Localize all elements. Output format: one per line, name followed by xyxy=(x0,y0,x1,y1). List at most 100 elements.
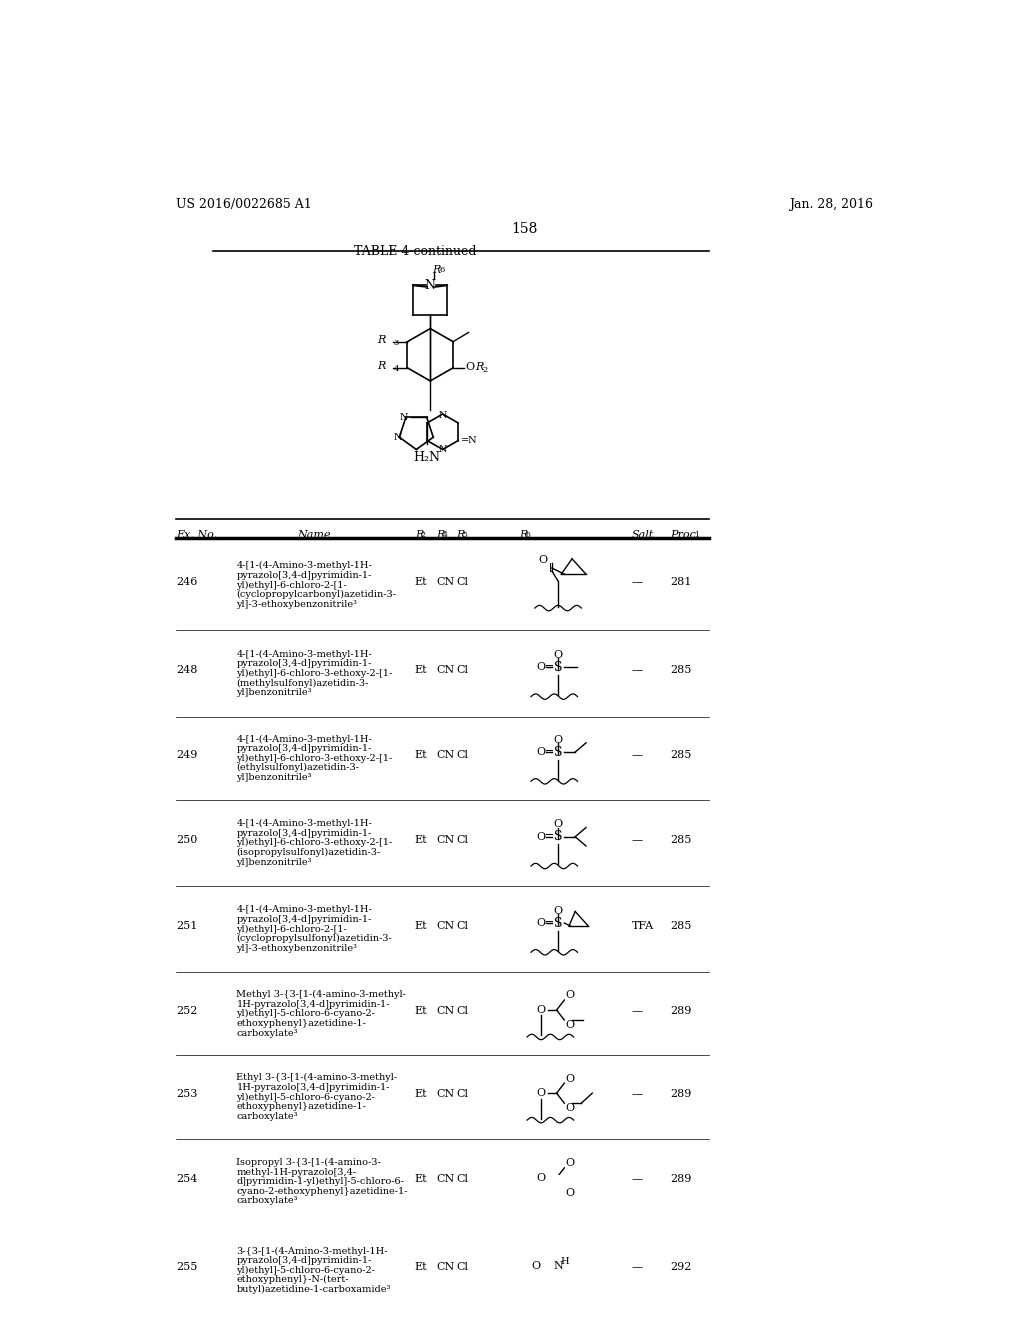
Text: 5: 5 xyxy=(463,531,468,539)
Text: 289: 289 xyxy=(671,1006,692,1016)
Text: Cl: Cl xyxy=(457,1262,469,1272)
Text: O: O xyxy=(537,747,546,758)
Text: butyl)azetidine-1-carboxamide³: butyl)azetidine-1-carboxamide³ xyxy=(237,1284,391,1294)
Text: N: N xyxy=(393,433,402,442)
Text: R: R xyxy=(378,362,386,371)
Text: S: S xyxy=(554,746,562,759)
Text: TFA: TFA xyxy=(632,921,654,931)
Text: yl)ethyl]-6-chloro-2-[1-: yl)ethyl]-6-chloro-2-[1- xyxy=(237,581,347,590)
Text: 4-[1-(4-Amino-3-methyl-1H-: 4-[1-(4-Amino-3-methyl-1H- xyxy=(237,906,373,915)
Text: carboxylate³: carboxylate³ xyxy=(237,1111,298,1121)
Text: CN: CN xyxy=(436,834,455,845)
Text: yl]-3-ethoxybenzonitrile³: yl]-3-ethoxybenzonitrile³ xyxy=(237,599,357,609)
Text: —: — xyxy=(632,1262,643,1272)
Text: O: O xyxy=(566,1019,575,1030)
Text: 2: 2 xyxy=(421,531,426,539)
Text: 248: 248 xyxy=(176,665,198,676)
Text: CN: CN xyxy=(436,1173,455,1184)
Text: Proc.: Proc. xyxy=(671,529,699,540)
Text: 1H-pyrazolo[3,4-d]pyrimidin-1-: 1H-pyrazolo[3,4-d]pyrimidin-1- xyxy=(237,999,390,1008)
Text: 292: 292 xyxy=(671,1262,692,1272)
Text: 4: 4 xyxy=(393,364,399,372)
Text: CN: CN xyxy=(436,921,455,931)
Text: carboxylate³: carboxylate³ xyxy=(237,1196,298,1205)
Text: Cl: Cl xyxy=(457,665,469,676)
Text: yl)ethyl]-5-chloro-6-cyano-2-: yl)ethyl]-5-chloro-6-cyano-2- xyxy=(237,1266,376,1275)
Text: d]pyrimidin-1-yl)ethyl]-5-chloro-6-: d]pyrimidin-1-yl)ethyl]-5-chloro-6- xyxy=(237,1177,404,1187)
Text: Cl: Cl xyxy=(457,577,469,587)
Text: S: S xyxy=(554,830,562,843)
Text: Ethyl 3-{3-[1-(4-amino-3-methyl-: Ethyl 3-{3-[1-(4-amino-3-methyl- xyxy=(237,1073,397,1082)
Text: 1H-pyrazolo[3,4-d]pyrimidin-1-: 1H-pyrazolo[3,4-d]pyrimidin-1- xyxy=(237,1082,390,1092)
Text: R: R xyxy=(457,529,465,540)
Text: Cl: Cl xyxy=(457,834,469,845)
Text: O: O xyxy=(537,1088,546,1098)
Text: 6: 6 xyxy=(439,267,444,275)
Text: carboxylate³: carboxylate³ xyxy=(237,1028,298,1038)
Text: —: — xyxy=(632,577,643,587)
Text: 3: 3 xyxy=(393,339,399,347)
Text: O: O xyxy=(566,1102,575,1113)
Text: CN: CN xyxy=(436,1006,455,1016)
Text: —: — xyxy=(632,665,643,676)
Text: pyrazolo[3,4-d]pyrimidin-1-: pyrazolo[3,4-d]pyrimidin-1- xyxy=(237,1257,372,1265)
Text: cyano-2-ethoxyphenyl}azetidine-1-: cyano-2-ethoxyphenyl}azetidine-1- xyxy=(237,1187,408,1196)
Text: Cl: Cl xyxy=(457,750,469,760)
Text: pyrazolo[3,4-d]pyrimidin-1-: pyrazolo[3,4-d]pyrimidin-1- xyxy=(237,570,372,579)
Text: CN: CN xyxy=(436,750,455,760)
Text: Et: Et xyxy=(415,1262,427,1272)
Text: ethoxyphenyl}azetidine-1-: ethoxyphenyl}azetidine-1- xyxy=(237,1019,367,1028)
Text: R: R xyxy=(432,264,440,275)
Text: yl)ethyl]-5-chloro-6-cyano-2-: yl)ethyl]-5-chloro-6-cyano-2- xyxy=(237,1093,376,1102)
Text: R: R xyxy=(436,529,444,540)
Text: Et: Et xyxy=(415,921,427,931)
Text: Name: Name xyxy=(297,529,331,540)
Text: O: O xyxy=(554,906,562,916)
Text: (ethylsulfonyl)azetidin-3-: (ethylsulfonyl)azetidin-3- xyxy=(237,763,359,772)
Text: O: O xyxy=(566,990,575,1001)
Text: O: O xyxy=(566,1073,575,1084)
Text: Et: Et xyxy=(415,665,427,676)
Text: 4-[1-(4-Amino-3-methyl-1H-: 4-[1-(4-Amino-3-methyl-1H- xyxy=(237,649,373,659)
Text: yl)ethyl]-5-chloro-6-cyano-2-: yl)ethyl]-5-chloro-6-cyano-2- xyxy=(237,1010,376,1019)
Text: O: O xyxy=(566,1158,575,1168)
Text: US 2016/0022685 A1: US 2016/0022685 A1 xyxy=(176,198,311,211)
Text: 6: 6 xyxy=(525,531,530,539)
Text: =N: =N xyxy=(461,436,478,445)
Text: Et: Et xyxy=(415,834,427,845)
Text: 4: 4 xyxy=(442,531,447,539)
Text: O: O xyxy=(554,735,562,744)
Text: O: O xyxy=(537,663,546,672)
Text: N: N xyxy=(554,1262,563,1271)
Text: —: — xyxy=(632,834,643,845)
Text: O: O xyxy=(466,362,474,372)
Text: pyrazolo[3,4-d]pyrimidin-1-: pyrazolo[3,4-d]pyrimidin-1- xyxy=(237,829,372,838)
Text: Cl: Cl xyxy=(457,1173,469,1184)
Text: O: O xyxy=(537,1005,546,1015)
Text: yl)ethyl]-6-chloro-3-ethoxy-2-[1-: yl)ethyl]-6-chloro-3-ethoxy-2-[1- xyxy=(237,669,393,678)
Text: Et: Et xyxy=(415,750,427,760)
Text: ethoxyphenyl}-N-(tert-: ethoxyphenyl}-N-(tert- xyxy=(237,1275,349,1284)
Text: (cyclopropylsulfonyl)azetidin-3-: (cyclopropylsulfonyl)azetidin-3- xyxy=(237,935,392,944)
Text: Cl: Cl xyxy=(457,1006,469,1016)
Text: 255: 255 xyxy=(176,1262,198,1272)
Text: 252: 252 xyxy=(176,1006,198,1016)
Text: 285: 285 xyxy=(671,834,692,845)
Text: O: O xyxy=(538,556,547,565)
Text: yl]-3-ethoxybenzonitrile³: yl]-3-ethoxybenzonitrile³ xyxy=(237,944,357,953)
Text: Ex. No.: Ex. No. xyxy=(176,529,217,540)
Text: 4-[1-(4-Amino-3-methyl-1H-: 4-[1-(4-Amino-3-methyl-1H- xyxy=(237,734,373,743)
Text: Et: Et xyxy=(415,577,427,587)
Text: 4-[1-(4-Amino-3-methyl-1H-: 4-[1-(4-Amino-3-methyl-1H- xyxy=(237,820,373,828)
Text: pyrazolo[3,4-d]pyrimidin-1-: pyrazolo[3,4-d]pyrimidin-1- xyxy=(237,660,372,668)
Text: yl)ethyl]-6-chloro-3-ethoxy-2-[1-: yl)ethyl]-6-chloro-3-ethoxy-2-[1- xyxy=(237,838,393,847)
Text: —: — xyxy=(632,1173,643,1184)
Text: ethoxyphenyl}azetidine-1-: ethoxyphenyl}azetidine-1- xyxy=(237,1102,367,1111)
Text: —: — xyxy=(632,750,643,760)
Text: O: O xyxy=(554,820,562,829)
Text: —: — xyxy=(632,1089,643,1100)
Text: Isopropyl 3-{3-[1-(4-amino-3-: Isopropyl 3-{3-[1-(4-amino-3- xyxy=(237,1158,381,1167)
Text: Jan. 28, 2016: Jan. 28, 2016 xyxy=(790,198,873,211)
Text: Et: Et xyxy=(415,1006,427,1016)
Text: N: N xyxy=(400,413,409,422)
